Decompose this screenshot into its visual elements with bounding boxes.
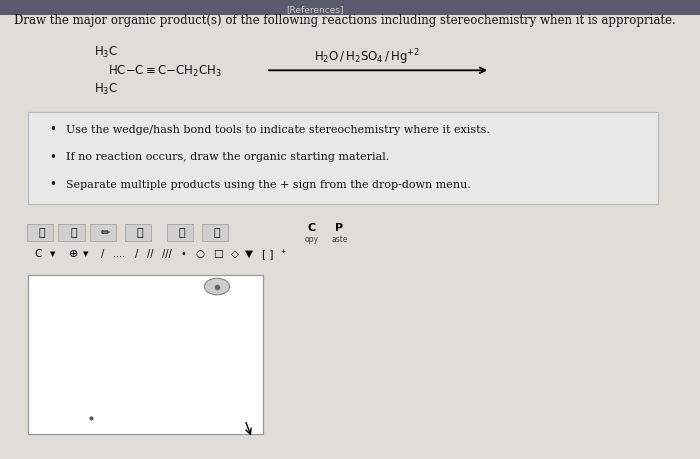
Text: □: □ — [214, 248, 223, 258]
Text: •: • — [49, 178, 56, 191]
Bar — [28, 112, 658, 204]
Text: aste: aste — [331, 234, 348, 243]
Text: $\mathregular{H_2O\,/\,H_2SO_4\,/\,Hg^{+2}}$: $\mathregular{H_2O\,/\,H_2SO_4\,/\,Hg^{+… — [314, 48, 421, 67]
Bar — [27, 224, 53, 242]
Text: ....: .... — [113, 248, 125, 258]
Text: Draw the major organic product(s) of the following reactions including stereoche: Draw the major organic product(s) of the… — [14, 14, 676, 27]
Bar — [0, 0, 700, 16]
Text: ✏: ✏ — [100, 228, 110, 238]
Text: Separate multiple products using the + sign from the drop-down menu.: Separate multiple products using the + s… — [66, 179, 471, 190]
Text: Use the wedge/hash bond tools to indicate stereochemistry where it exists.: Use the wedge/hash bond tools to indicat… — [66, 124, 491, 134]
Text: 🖊: 🖊 — [136, 228, 144, 238]
Text: ▼: ▼ — [244, 248, 253, 258]
Bar — [58, 224, 85, 242]
Bar — [167, 224, 193, 242]
Text: •: • — [181, 248, 186, 258]
Text: 🔍: 🔍 — [214, 228, 220, 238]
Text: opy: opy — [304, 234, 318, 243]
Text: ○: ○ — [195, 248, 204, 258]
Circle shape — [204, 279, 230, 295]
Text: ⁺: ⁺ — [281, 248, 286, 258]
Text: [ ]: [ ] — [262, 248, 274, 258]
Text: •: • — [49, 151, 56, 163]
Text: ▼: ▼ — [83, 250, 88, 257]
Text: ⊕: ⊕ — [69, 248, 78, 258]
Bar — [90, 224, 116, 242]
Bar — [28, 275, 262, 434]
Text: //: // — [147, 248, 154, 258]
Text: ◇: ◇ — [230, 248, 239, 258]
Bar — [125, 224, 151, 242]
Text: 🔍: 🔍 — [178, 228, 186, 238]
Bar — [202, 224, 228, 242]
Text: C: C — [35, 248, 42, 258]
Text: C: C — [307, 222, 316, 232]
Text: $\mathregular{H_3C}$: $\mathregular{H_3C}$ — [94, 45, 118, 60]
Text: [References]: [References] — [286, 5, 344, 14]
Text: 🏠: 🏠 — [70, 228, 77, 238]
Text: If no reaction occurs, draw the organic starting material.: If no reaction occurs, draw the organic … — [66, 152, 390, 162]
Text: /: / — [135, 248, 138, 258]
Text: •: • — [49, 123, 56, 136]
Text: /: / — [102, 248, 104, 258]
Text: $\mathregular{H_3C}$: $\mathregular{H_3C}$ — [94, 82, 118, 97]
Text: P: P — [335, 222, 344, 232]
Text: 👋: 👋 — [38, 228, 46, 238]
Text: $\mathregular{HC{-}C{\equiv}C{-}CH_2CH_3}$: $\mathregular{HC{-}C{\equiv}C{-}CH_2CH_3… — [108, 64, 223, 78]
Text: ▼: ▼ — [50, 250, 55, 257]
Text: ///: /// — [162, 248, 172, 258]
